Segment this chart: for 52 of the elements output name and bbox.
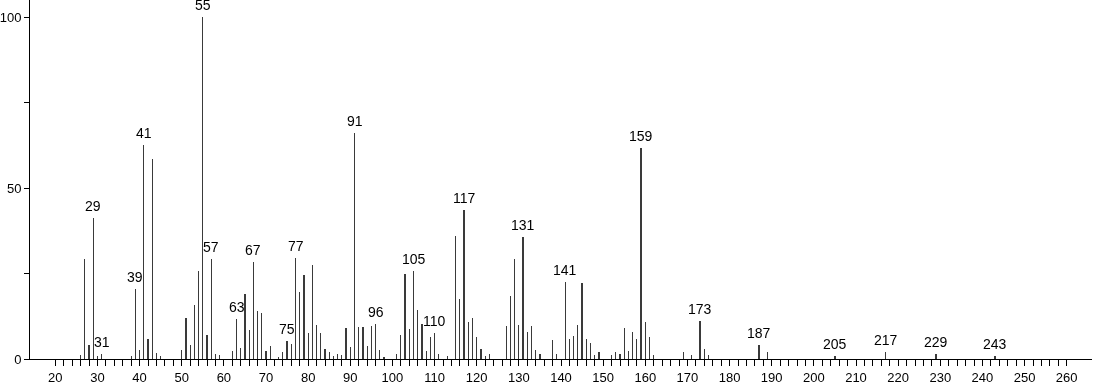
annotation: 63 [229,299,245,315]
x-tick-label: 20 [48,369,63,384]
annotation: 205 [823,336,847,352]
annotation: 141 [553,262,577,278]
x-tick-label: 90 [343,369,358,384]
y-tick-label: 100 [0,9,22,25]
x-tick-label: 120 [465,369,488,384]
annotation: 117 [453,190,476,206]
x-tick-label: 210 [845,369,867,384]
x-tick-label: 60 [216,369,232,384]
annotation: 187 [747,325,771,341]
annotation: 57 [203,239,219,255]
x-tick-label: 200 [803,369,825,384]
annotation: 55 [195,0,211,13]
x-tick-label: 250 [1013,369,1036,384]
x-tick-label: 230 [929,369,952,384]
annotation: 131 [511,217,535,233]
annotation: 105 [402,251,426,267]
annotation: 75 [279,321,295,337]
x-tick-label: 260 [1055,369,1078,384]
annotation: 229 [924,334,948,350]
x-tick-label: 150 [592,369,614,384]
x-tick-label: 70 [258,369,274,384]
x-tick-label: 80 [300,369,316,384]
annotation: 67 [245,242,261,258]
x-tick-label: 160 [634,369,657,384]
y-tick-label: 50 [6,180,22,196]
y-tick-label: 0 [14,351,22,367]
annotation: 173 [688,301,712,317]
x-tick-label: 140 [550,369,572,384]
annotation: 41 [136,125,152,141]
x-tick-label: 170 [676,369,699,384]
x-tick-label: 110 [424,369,445,384]
x-tick-label: 240 [971,369,994,384]
x-tick-label: 130 [508,369,530,384]
x-tick-label: 180 [718,369,741,384]
annotation: 217 [874,332,898,348]
x-tick-label: 100 [381,369,404,384]
annotation: 39 [127,269,143,285]
x-tick-label: 190 [760,369,783,384]
annotation: 110 [423,313,446,329]
x-tick-label: 50 [174,369,189,384]
annotation: 243 [983,336,1007,352]
annotation: 77 [288,238,304,254]
x-tick-label: 220 [887,369,909,384]
annotation: 31 [94,334,110,350]
annotation: 96 [368,304,384,320]
annotation: 159 [629,128,653,144]
x-tick-label: 40 [132,369,147,384]
annotation: 91 [347,113,363,129]
x-tick-label: 30 [90,369,105,384]
annotation: 29 [85,198,101,214]
